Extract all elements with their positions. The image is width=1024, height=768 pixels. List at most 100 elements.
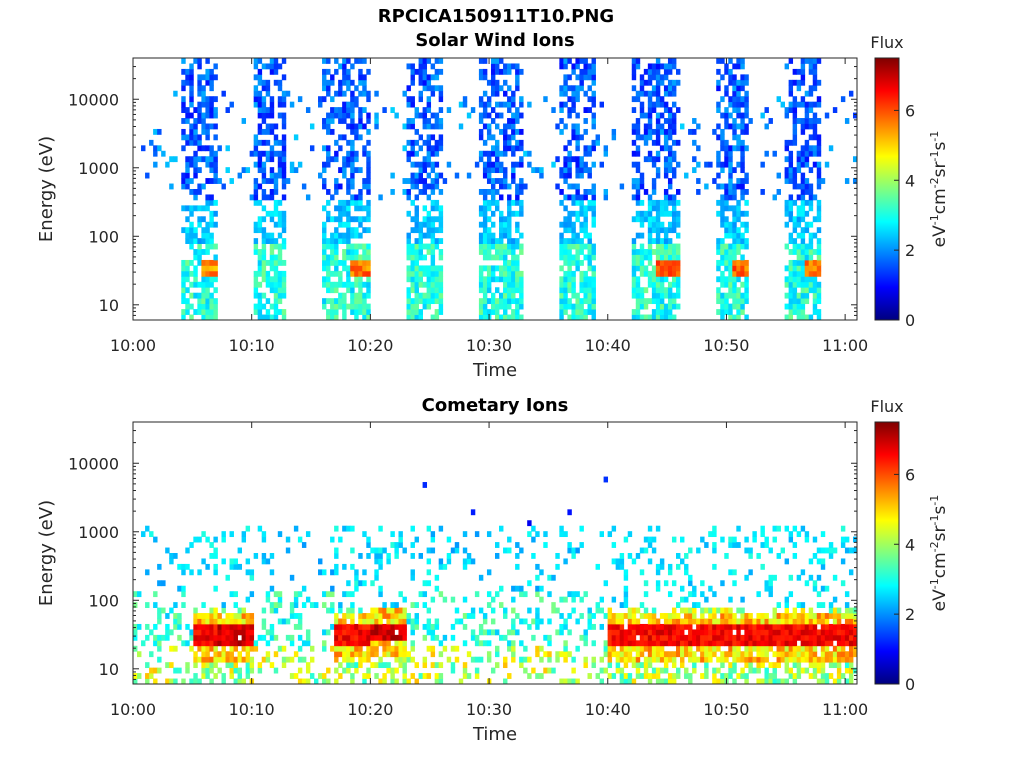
heatmap-cell xyxy=(350,101,355,108)
heatmap-cell xyxy=(181,585,186,592)
heatmap-cell xyxy=(354,634,359,641)
heatmap-cell xyxy=(651,536,657,543)
heatmap-cell xyxy=(764,673,769,679)
heatmap-cell xyxy=(193,134,198,141)
heatmap-cell xyxy=(277,249,283,255)
heatmap-cell xyxy=(659,199,665,206)
heatmap-cell xyxy=(209,645,214,652)
heatmap-cell xyxy=(503,265,508,272)
heatmap-cell xyxy=(583,128,588,135)
heatmap-cell xyxy=(792,101,798,108)
heatmap-cell xyxy=(418,238,423,244)
heatmap-cell xyxy=(768,547,773,554)
heatmap-cell xyxy=(253,238,259,244)
heatmap-cell xyxy=(495,68,500,75)
heatmap-cell xyxy=(326,243,331,250)
heatmap-cell xyxy=(507,673,512,679)
heatmap-cell xyxy=(245,613,251,619)
heatmap-cell xyxy=(708,613,713,619)
heatmap-cell xyxy=(193,150,198,157)
heatmap-cell xyxy=(334,651,339,658)
heatmap-cell xyxy=(792,134,798,141)
heatmap-cell xyxy=(820,558,826,565)
heatmap-cell xyxy=(482,90,488,97)
heatmap-cell xyxy=(563,287,568,294)
heatmap-cell xyxy=(430,259,436,266)
heatmap-cell xyxy=(265,139,271,146)
heatmap-cell xyxy=(800,189,806,195)
heatmap-cell xyxy=(189,189,194,195)
heatmap-cell xyxy=(338,276,343,283)
x-tick-label: 10:50 xyxy=(703,336,749,355)
heatmap-cell xyxy=(358,270,363,277)
heatmap-cell xyxy=(422,167,428,174)
heatmap-cell xyxy=(430,314,436,320)
heatmap-cell xyxy=(362,303,367,310)
heatmap-cell xyxy=(816,249,822,255)
heatmap-cell xyxy=(197,536,202,543)
heatmap-cell xyxy=(394,602,399,608)
heatmap-cell xyxy=(571,199,576,206)
heatmap-cell xyxy=(615,618,621,625)
heatmap-cell xyxy=(639,292,645,299)
heatmap-cell xyxy=(651,227,657,234)
heatmap-cell xyxy=(700,623,705,630)
heatmap-cell xyxy=(792,276,798,283)
heatmap-cell xyxy=(611,623,617,630)
heatmap-cell xyxy=(615,558,621,565)
heatmap-cell xyxy=(563,656,568,663)
heatmap-cell xyxy=(265,629,271,636)
heatmap-cell xyxy=(438,591,444,598)
heatmap-cell xyxy=(559,90,564,97)
heatmap-cell xyxy=(696,145,701,152)
heatmap-cell xyxy=(209,265,214,272)
heatmap-cell xyxy=(305,678,311,684)
heatmap-cell xyxy=(273,205,279,212)
heatmap-cell xyxy=(490,134,496,141)
heatmap-cell xyxy=(744,623,749,630)
heatmap-cell xyxy=(720,303,725,310)
heatmap-cell xyxy=(519,96,524,103)
heatmap-cell xyxy=(229,640,234,647)
heatmap-cell xyxy=(563,167,568,174)
heatmap-cell xyxy=(209,178,214,184)
heatmap-cell xyxy=(430,629,436,636)
heatmap-cell xyxy=(269,254,275,261)
heatmap-cell xyxy=(655,298,661,305)
heatmap-cell xyxy=(768,673,773,679)
heatmap-cell xyxy=(667,259,673,266)
heatmap-cell xyxy=(217,145,222,152)
heatmap-cell xyxy=(269,623,275,630)
heatmap-cell xyxy=(655,640,661,647)
heatmap-cell xyxy=(257,292,263,299)
heatmap-cell xyxy=(434,309,440,315)
heatmap-cell xyxy=(426,161,432,168)
heatmap-cell xyxy=(515,238,520,244)
heatmap-cell xyxy=(651,90,657,97)
heatmap-cell xyxy=(213,547,218,554)
heatmap-cell xyxy=(197,656,202,663)
heatmap-cell xyxy=(511,238,516,244)
heatmap-cell xyxy=(507,314,512,320)
heatmap-cell xyxy=(209,96,214,103)
heatmap-cell xyxy=(663,194,669,201)
heatmap-cell xyxy=(659,145,665,152)
heatmap-cell xyxy=(591,270,596,277)
heatmap-cell xyxy=(334,112,339,119)
heatmap-cell xyxy=(197,118,202,124)
heatmap-cell xyxy=(201,645,206,652)
heatmap-cell xyxy=(209,194,214,201)
heatmap-cell xyxy=(571,656,576,663)
heatmap-cell xyxy=(671,623,677,630)
heatmap-cell xyxy=(591,90,596,97)
heatmap-cell xyxy=(414,623,419,630)
heatmap-cell xyxy=(808,634,814,641)
heatmap-cell xyxy=(213,303,218,310)
heatmap-cell xyxy=(651,128,657,135)
heatmap-cell xyxy=(784,167,790,174)
heatmap-cell xyxy=(253,74,259,81)
heatmap-cell xyxy=(816,314,822,320)
heatmap-cell xyxy=(398,542,403,548)
heatmap-cell xyxy=(209,281,214,288)
heatmap-cell xyxy=(185,547,190,554)
